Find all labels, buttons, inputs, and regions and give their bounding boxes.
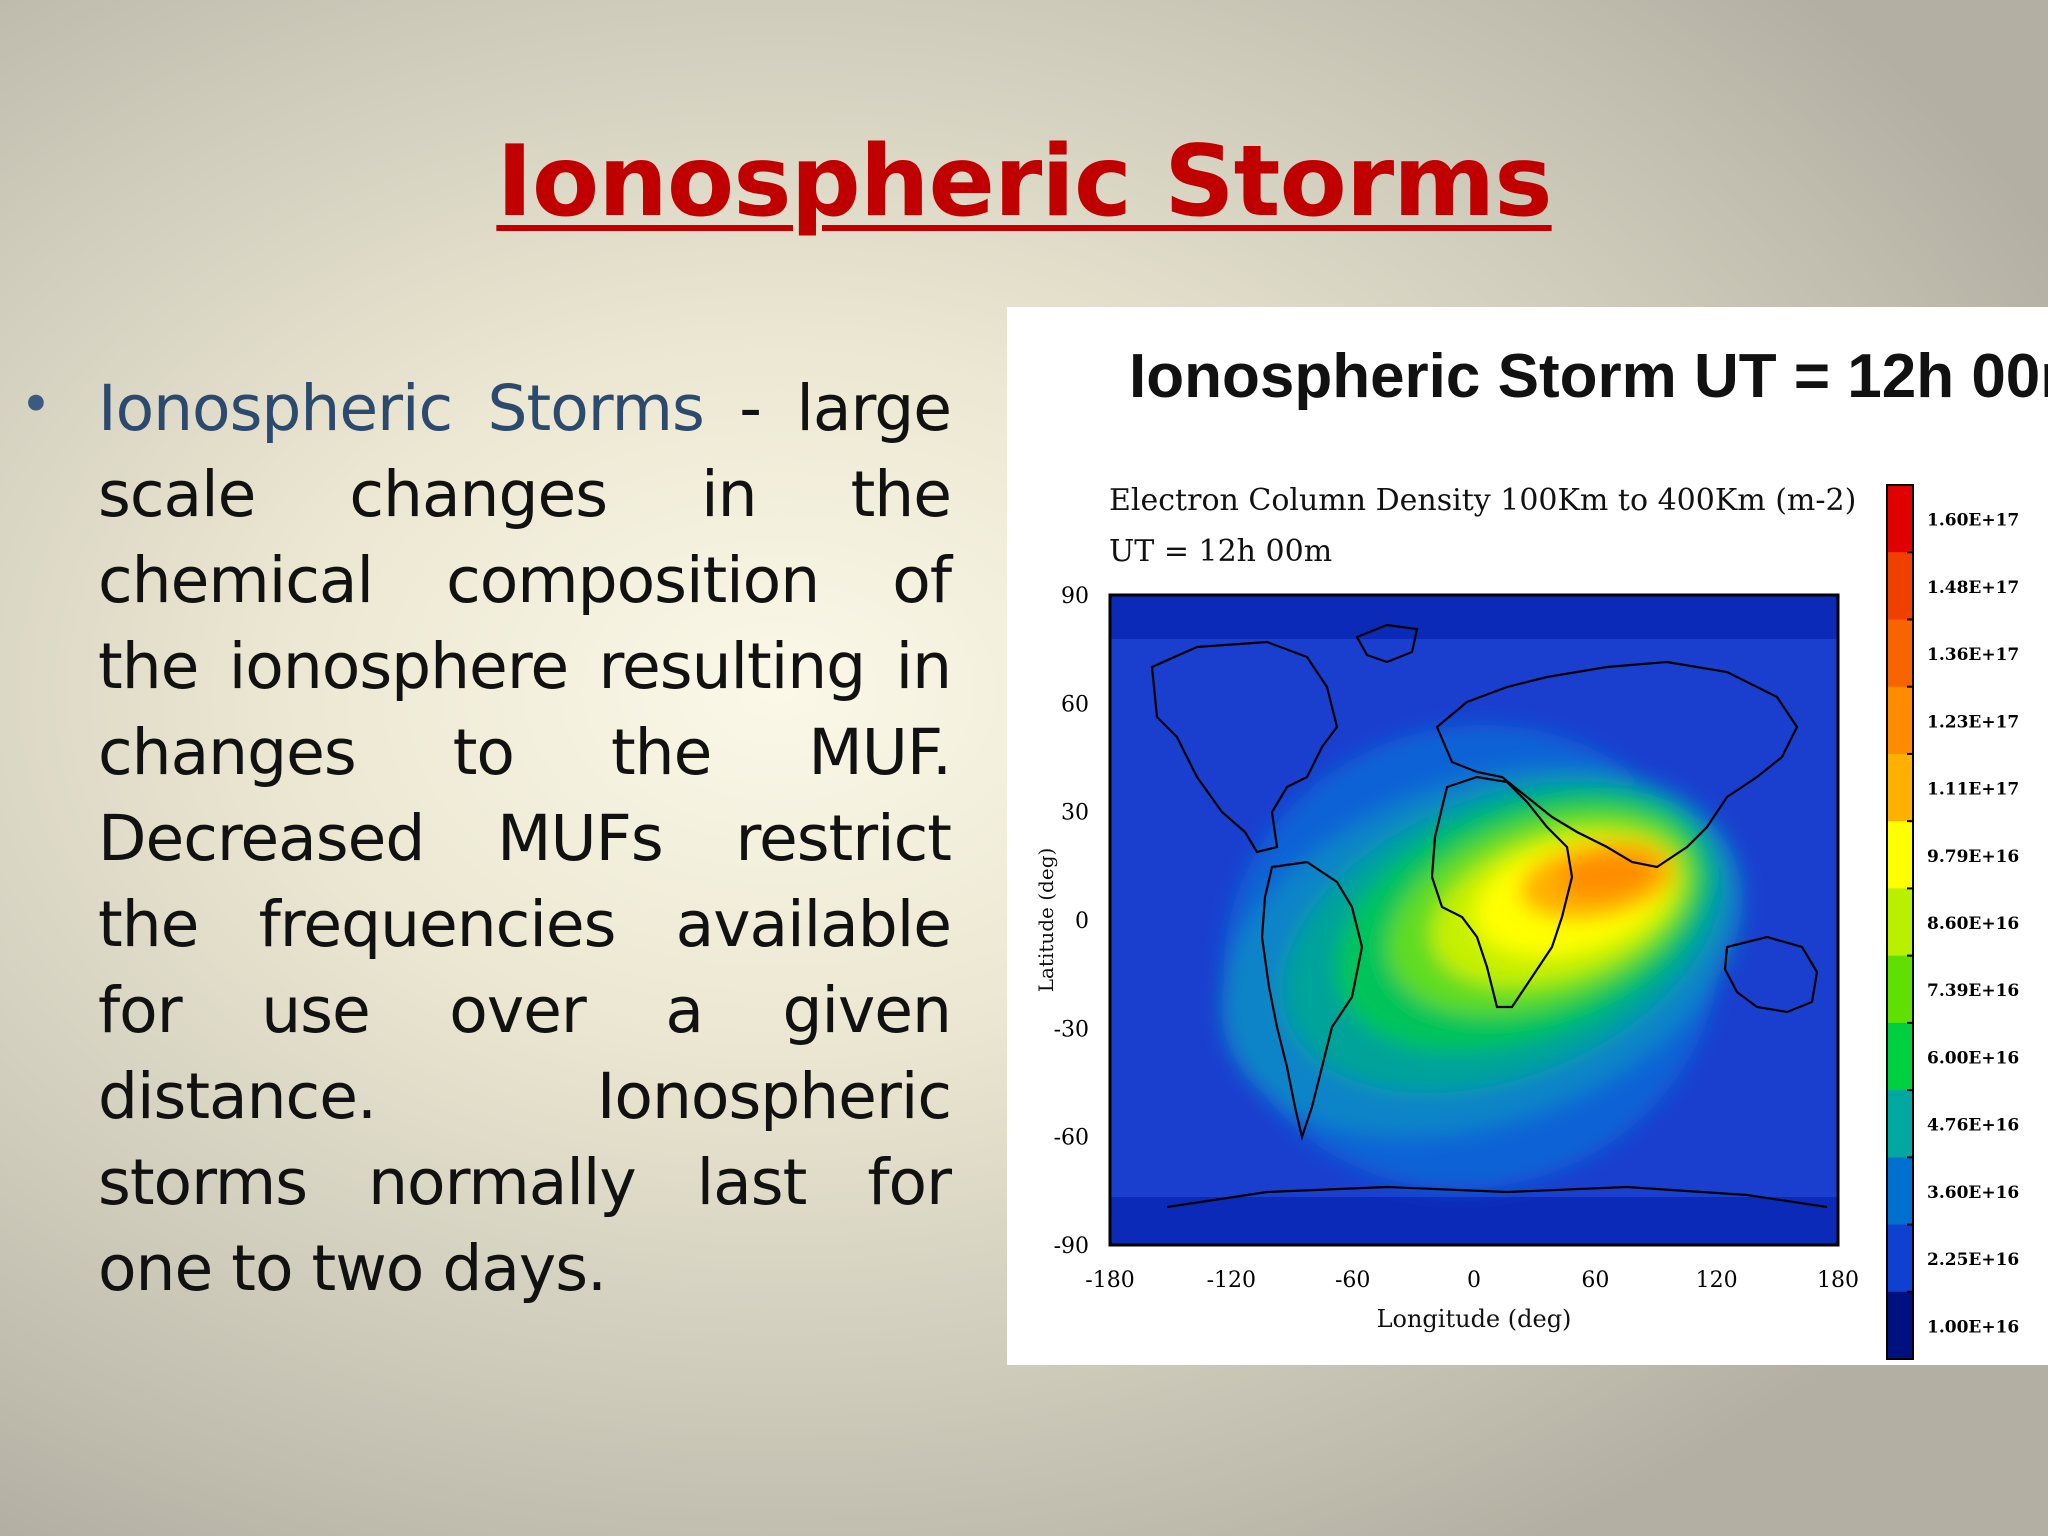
y-tick-label: -30 xyxy=(1054,1017,1089,1042)
colorbar-swatch xyxy=(1887,821,1913,889)
plot-frame xyxy=(1108,593,1840,1247)
colorbar-swatch xyxy=(1887,1224,1913,1293)
colorbar-swatch xyxy=(1887,1090,1913,1158)
colorbar-label: 1.36E+17 xyxy=(1927,645,2019,665)
x-tick-label: -60 xyxy=(1335,1268,1370,1293)
bullet-term: Ionospheric Storms xyxy=(98,372,705,445)
colorbar-label: 1.00E+16 xyxy=(1927,1317,2019,1337)
x-tick-label: 180 xyxy=(1817,1268,1859,1293)
ionosphere-map-svg: Ionospheric Storm UT = 12h 00m Electron … xyxy=(1034,342,2048,1360)
colorbar-swatch xyxy=(1887,955,1913,1024)
y-tick-label: 30 xyxy=(1061,801,1089,826)
colorbar-swatch xyxy=(1887,1022,1913,1091)
colorbar-swatch xyxy=(1887,552,1913,620)
colorbar-label: 8.60E+16 xyxy=(1927,914,2019,934)
colorbar-swatch xyxy=(1887,1157,1913,1226)
colorbar: 1.60E+17 1.48E+17 1.36E+17 1.23E+17 1.11E+17… xyxy=(1886,484,2019,1360)
bullet-text: Ionospheric Storms - large scale changes… xyxy=(98,366,952,1312)
x-tick-label: -180 xyxy=(1085,1268,1134,1293)
heatmap-plot xyxy=(1110,595,1838,1245)
colorbar-swatch xyxy=(1887,753,1913,822)
y-tick-label: -60 xyxy=(1054,1126,1089,1151)
x-axis: -180 -120 -60 0 60 120 180 xyxy=(1085,1268,1859,1293)
coastlines xyxy=(1150,623,1828,1209)
y-tick-label: 0 xyxy=(1075,909,1089,934)
colorbar-label: 1.48E+17 xyxy=(1927,578,2019,598)
y-axis: 90 60 30 0 -30 -60 -90 xyxy=(1054,584,1089,1259)
colorbar-label: 4.76E+16 xyxy=(1927,1116,2019,1136)
x-tick-label: 120 xyxy=(1696,1268,1738,1293)
slide-title: Ionospheric Storms xyxy=(496,125,1552,239)
x-tick-label: 0 xyxy=(1467,1268,1481,1293)
colorbar-label: 1.60E+17 xyxy=(1927,511,2019,531)
colorbar-label: 7.39E+16 xyxy=(1927,981,2019,1001)
colorbar-frame xyxy=(1886,484,1914,1360)
bullet-icon: • xyxy=(20,373,52,436)
y-tick-label: 60 xyxy=(1061,692,1089,717)
bullet-description: - large scale changes in the chemical co… xyxy=(98,372,952,1305)
x-tick-label: 60 xyxy=(1581,1268,1609,1293)
x-axis-label: Longitude (deg) xyxy=(1377,1305,1572,1333)
colorbar-label: 3.60E+16 xyxy=(1927,1183,2019,1203)
colorbar-swatch xyxy=(1887,686,1913,755)
colorbar-label: 9.79E+16 xyxy=(1927,847,2019,867)
figure-subtitle: Electron Column Density 100Km to 400Km (… xyxy=(1109,483,1856,518)
colorbar-label: 1.23E+17 xyxy=(1927,712,2019,732)
colorbar-swatch xyxy=(1887,1291,1913,1360)
y-tick-label: -90 xyxy=(1054,1234,1089,1259)
colorbar-swatch xyxy=(1887,485,1913,553)
figure-header: Ionospheric Storm UT = 12h 00m xyxy=(1129,342,2048,411)
ionosphere-map-figure: Ionospheric Storm UT = 12h 00m Electron … xyxy=(1007,307,2048,1365)
x-tick-label: -120 xyxy=(1207,1268,1256,1293)
colorbar-label: 1.11E+17 xyxy=(1927,780,2019,800)
y-axis-label: Latitude (deg) xyxy=(1034,848,1058,993)
colorbar-label: 2.25E+16 xyxy=(1927,1250,2019,1270)
figure-ut-label: UT = 12h 00m xyxy=(1109,534,1332,569)
colorbar-swatch xyxy=(1887,619,1913,688)
colorbar-label: 6.00E+16 xyxy=(1927,1048,2019,1068)
colorbar-swatch xyxy=(1887,888,1913,957)
y-tick-label: 90 xyxy=(1061,584,1089,609)
